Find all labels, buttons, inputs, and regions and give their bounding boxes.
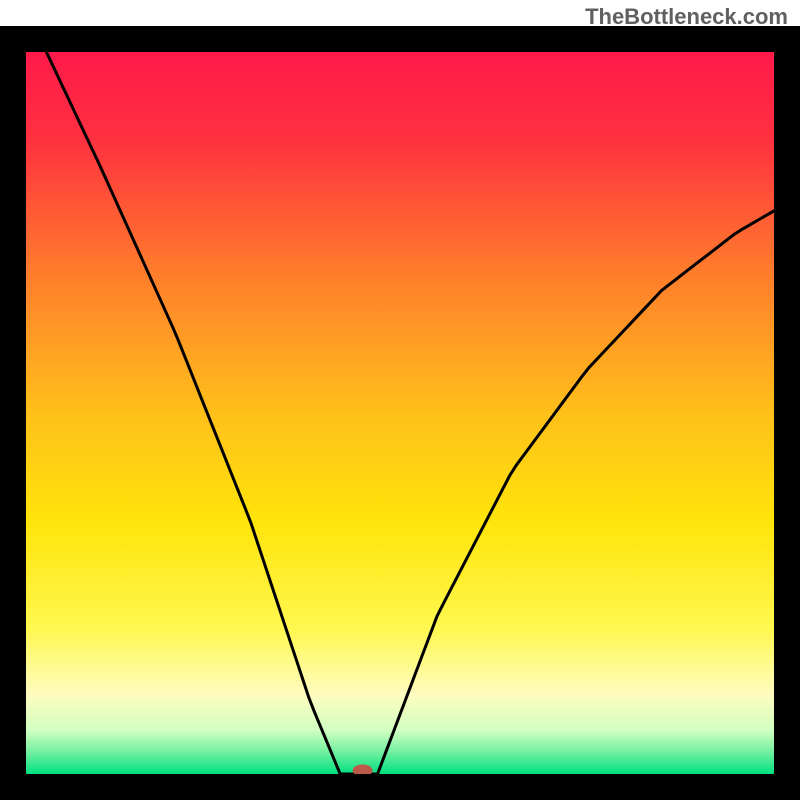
chart-container: TheBottleneck.com — [0, 0, 800, 800]
watermark-text: TheBottleneck.com — [585, 4, 788, 30]
plot-background-gradient — [26, 52, 774, 774]
